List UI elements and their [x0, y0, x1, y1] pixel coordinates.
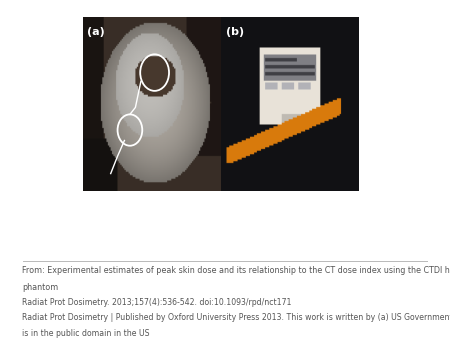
- Text: Radiat Prot Dosimetry | Published by Oxford University Press 2013. This work is : Radiat Prot Dosimetry | Published by Oxf…: [22, 313, 450, 322]
- Text: (a): (a): [87, 27, 105, 37]
- Text: is in the public domain in the US: is in the public domain in the US: [22, 329, 150, 338]
- Text: (b): (b): [225, 27, 243, 37]
- Text: Radiat Prot Dosimetry. 2013;157(4):536-542. doi:10.1093/rpd/nct171: Radiat Prot Dosimetry. 2013;157(4):536-5…: [22, 298, 292, 307]
- Text: phantom: phantom: [22, 283, 59, 292]
- Text: From: Experimental estimates of peak skin dose and its relationship to the CT do: From: Experimental estimates of peak ski…: [22, 266, 450, 275]
